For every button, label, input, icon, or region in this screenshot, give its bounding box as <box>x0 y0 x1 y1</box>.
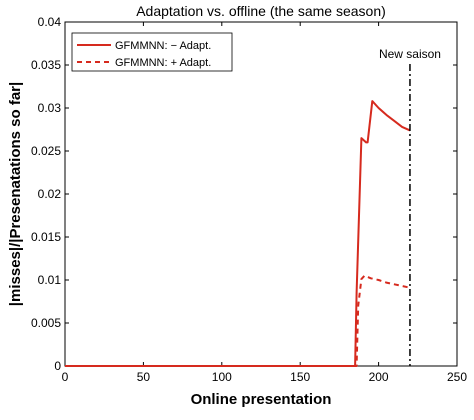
y-axis-label: |misses|/|Presenatations so far| <box>7 82 24 306</box>
y-tick-label: 0.04 <box>38 15 62 29</box>
y-tick-label: 0.025 <box>31 144 61 158</box>
legend-label-series-2: GFMMNN: + Adapt. <box>115 57 211 69</box>
y-tick-label: 0.005 <box>31 316 61 330</box>
chart-title: Adaptation vs. offline (the same season) <box>136 3 386 19</box>
x-ticks: 0 50 100 150 200 250 <box>62 22 467 384</box>
plot-area <box>64 21 458 367</box>
x-tick-label: 250 <box>447 370 467 384</box>
legend-label-series-1: GFMMNN: − Adapt. <box>115 40 211 52</box>
series-layer <box>65 100 411 367</box>
series-line-1 <box>65 100 411 367</box>
y-tick-label: 0.015 <box>31 230 61 244</box>
y-tick-label: 0.01 <box>38 273 62 287</box>
legend: GFMMNN: − Adapt. GFMMNN: + Adapt. <box>71 32 233 72</box>
legend-box <box>71 32 233 72</box>
x-tick-label: 0 <box>62 370 69 384</box>
x-tick-label: 200 <box>369 370 389 384</box>
x-tick-label: 100 <box>212 370 232 384</box>
x-tick-label: 150 <box>290 370 310 384</box>
y-tick-label: 0.03 <box>38 101 62 115</box>
y-ticks: 0 0.005 0.01 0.015 0.02 0.025 0.03 0.035 0.04 <box>31 15 457 373</box>
y-tick-label: 0 <box>54 359 61 373</box>
series-line-2 <box>65 274 411 367</box>
x-tick-label: 50 <box>137 370 151 384</box>
x-axis-label: Online presentation <box>191 391 332 408</box>
new-season-label: New saison <box>379 47 441 61</box>
y-tick-label: 0.035 <box>31 58 61 72</box>
annotation-layer: New saison <box>379 47 441 366</box>
y-tick-label: 0.02 <box>38 187 62 201</box>
